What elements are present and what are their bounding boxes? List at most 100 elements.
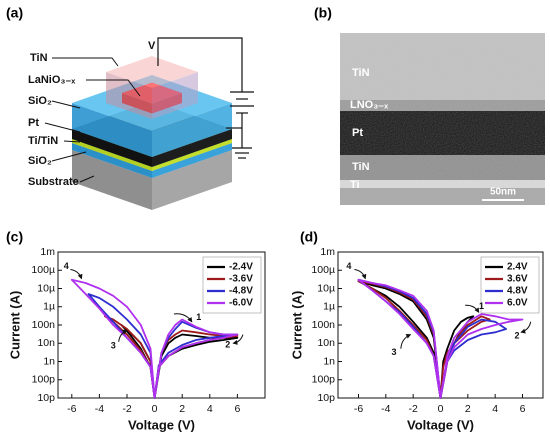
series-line — [357, 278, 524, 399]
x-axis-label: Voltage (V) — [128, 417, 195, 432]
y-axis-label: Current (A) — [289, 291, 304, 360]
legend-label: 3.6V — [507, 274, 528, 285]
layer-side — [72, 139, 152, 171]
annotation: 1 — [479, 301, 484, 311]
y-tick-label: 100n — [312, 319, 336, 331]
legend-label: -2.4V — [229, 262, 253, 273]
tem-label: LNO₃₋ₓ — [350, 99, 389, 111]
annotation-arrow — [232, 334, 244, 345]
x-tick-label: 6 — [234, 403, 240, 415]
y-tick-label: 100p — [32, 374, 56, 386]
legend-label: 4.8V — [507, 286, 528, 297]
x-tick-label: -6 — [67, 403, 76, 415]
layer-label: SiO₂ — [28, 155, 52, 167]
annotation: 1 — [196, 312, 201, 322]
legend-label: -3.6V — [229, 274, 253, 285]
layer-side — [152, 103, 232, 157]
y-tick-label: 10n — [37, 337, 55, 349]
annotation: 4 — [346, 261, 351, 271]
panel-label: (d) — [300, 229, 318, 245]
annotation-arrow — [118, 329, 128, 342]
tem-label: Pt — [352, 127, 363, 139]
annotation: 2 — [225, 339, 230, 349]
layer-label: Ti/TiN — [28, 135, 58, 147]
x-tick-label: 4 — [492, 403, 498, 415]
legend-label: -4.8V — [229, 286, 253, 297]
y-tick-label: 100p — [312, 374, 336, 386]
y-tick-label: 1m — [40, 246, 55, 258]
panel-labels: (a) (b) (c) (d) — [6, 5, 332, 245]
layer-label: SiO₂ — [28, 95, 52, 107]
annotation-arrow — [520, 321, 532, 334]
y-tick-label: 1n — [43, 355, 55, 367]
y-tick-label: 1m — [320, 246, 335, 258]
tem-label: Ti — [350, 179, 360, 191]
layer-label: Substrate — [28, 176, 79, 188]
schematic — [72, 56, 232, 210]
annotation-arrow — [70, 269, 83, 280]
panel-label: (c) — [6, 229, 23, 245]
series-line — [104, 315, 239, 399]
x-tick-label: 6 — [520, 403, 526, 415]
y-tick-label: 1µ — [43, 301, 55, 313]
layer-side — [72, 143, 152, 178]
layer-side — [72, 150, 152, 210]
annotation-arrow — [465, 304, 480, 313]
annotation: 3 — [392, 347, 397, 357]
annotation-arrow — [173, 313, 193, 323]
series-line — [70, 278, 239, 399]
legend: -2.4V-3.6V-4.8V-6.0V — [202, 256, 262, 314]
y-tick-label: 10n — [317, 337, 335, 349]
annotation: 2 — [515, 330, 520, 340]
chart: 10p 100p 1n 10n 100n 1µ 10µ 100µ 1m -6 -4 -2 0 2 4 6 Vol… — [7, 246, 266, 432]
x-tick-label: -4 — [95, 403, 104, 415]
x-tick-label: -2 — [408, 403, 417, 415]
x-tick-label: -4 — [381, 403, 390, 415]
tem-image: TiN LNO₃₋ₓ Pt TiN Ti 50nm — [340, 33, 545, 205]
legend-label: -6.0V — [229, 298, 253, 309]
voltage-label: V — [148, 40, 156, 52]
panel-label: (b) — [314, 5, 332, 21]
x-tick-label: 4 — [207, 403, 213, 415]
legend-label: 6.0V — [507, 298, 528, 309]
legend: 2.4V3.6V4.8V6.0V — [480, 256, 540, 314]
layer-side — [152, 72, 198, 119]
scale-bar-label: 50nm — [490, 187, 516, 198]
layer-label: Pt — [28, 117, 39, 129]
annotation-arrow — [354, 269, 367, 280]
y-tick-label: 10p — [317, 392, 335, 404]
x-tick-label: 2 — [179, 403, 185, 415]
circuit — [157, 37, 254, 159]
tem-label: TiN — [352, 161, 370, 173]
layer-side — [152, 129, 232, 167]
y-tick-label: 1µ — [323, 301, 335, 313]
schematic-labels: V TiN LaNiO₃₋ₓ SiO₂ Pt Ti/TiN SiO₂ Subst… — [28, 37, 254, 188]
layer-side — [72, 129, 152, 167]
x-tick-label: 0 — [438, 403, 444, 415]
legend-label: 2.4V — [507, 262, 528, 273]
chart: 10p 100p 1n 10n 100n 1µ 10µ 100µ 1m -6 -4 -2 0 2 4 6 Vol… — [289, 246, 544, 432]
layer — [106, 56, 198, 119]
y-tick-label: 100µ — [31, 264, 55, 276]
annotation-arrow — [400, 334, 412, 349]
y-tick-label: 10µ — [37, 282, 55, 294]
layer-label: LaNiO₃₋ₓ — [28, 74, 76, 86]
series-line — [87, 293, 239, 399]
x-axis-label: Voltage (V) — [407, 417, 474, 432]
annotation: 3 — [111, 340, 116, 350]
y-tick-label: 100µ — [311, 264, 335, 276]
x-tick-label: -6 — [354, 403, 363, 415]
layer-side — [152, 150, 232, 210]
tem-label: TiN — [352, 67, 370, 79]
layer-side — [152, 143, 232, 178]
panel-label: (a) — [6, 5, 23, 21]
layer-label: TiN — [30, 52, 48, 64]
leader-lines — [44, 57, 141, 183]
x-tick-label: 0 — [152, 403, 158, 415]
y-tick-label: 10p — [37, 392, 55, 404]
layer-side — [152, 139, 232, 171]
layer-top — [106, 56, 198, 88]
y-tick-label: 10µ — [317, 282, 335, 294]
x-tick-label: 2 — [465, 403, 471, 415]
